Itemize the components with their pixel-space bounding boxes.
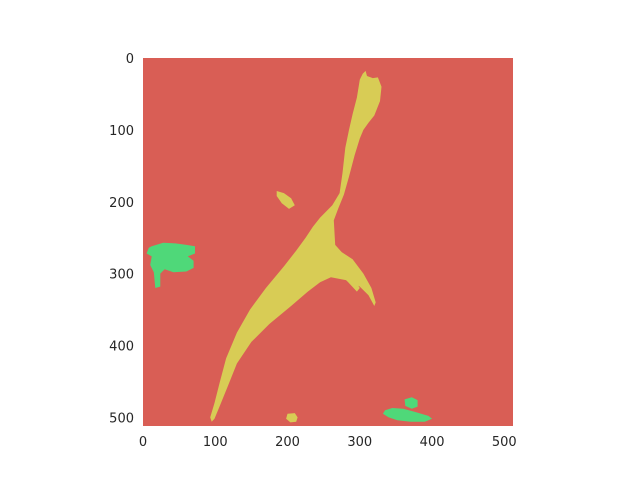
x-tick-label: 300 xyxy=(347,435,372,450)
region-left-cluster xyxy=(146,242,195,288)
x-tick-label: 500 xyxy=(492,435,517,450)
region-bottom-right-blob xyxy=(404,397,418,409)
y-tick-label: 300 xyxy=(109,268,134,283)
region-main-streak xyxy=(210,70,382,422)
x-tick-label: 100 xyxy=(203,435,228,450)
region-bottom-right-cluster xyxy=(382,408,433,422)
x-tick-label: 200 xyxy=(275,435,300,450)
x-tick-label: 400 xyxy=(420,435,445,450)
x-tick-label: 0 xyxy=(139,435,147,450)
y-axis: 0 100 200 300 400 500 xyxy=(109,52,134,426)
region-side-branch xyxy=(276,191,295,209)
y-tick-label: 100 xyxy=(109,124,134,139)
region-bottom-blob xyxy=(286,413,298,423)
y-tick-label: 400 xyxy=(109,340,134,355)
y-tick-label: 0 xyxy=(126,52,134,67)
region-lower-right-branch xyxy=(339,270,360,292)
y-tick-label: 200 xyxy=(109,196,134,211)
y-tick-label: 500 xyxy=(109,411,134,426)
x-axis: 0 100 200 300 400 500 xyxy=(139,435,517,450)
regions-layer xyxy=(146,70,433,423)
plot-area xyxy=(143,58,513,426)
